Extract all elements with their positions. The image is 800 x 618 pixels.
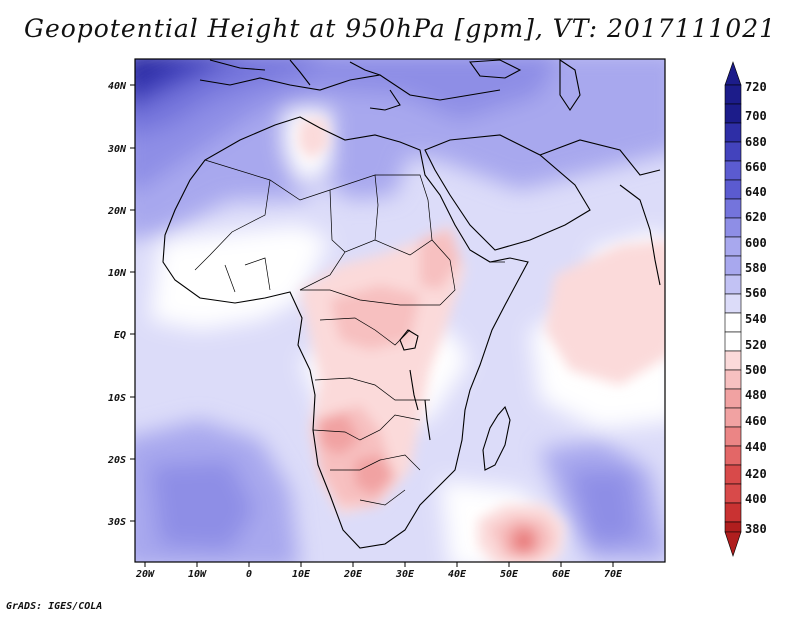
- legend-swatch: [724, 84, 742, 105]
- legend-label: 440: [745, 440, 767, 454]
- legend-swatch: [724, 350, 742, 371]
- lat-label: 40N: [108, 81, 127, 92]
- legend-label: 660: [745, 160, 767, 174]
- legend-bottom-arrow: [724, 531, 742, 557]
- lon-label: 50E: [500, 569, 519, 580]
- legend-label: 600: [745, 236, 767, 250]
- lon-label: 10W: [188, 569, 207, 580]
- lon-label: 20W: [135, 569, 155, 580]
- legend-label: 560: [745, 286, 767, 300]
- legend-swatch: [724, 293, 742, 314]
- legend-swatch: [724, 407, 742, 428]
- legend-swatch: [724, 483, 742, 504]
- legend-swatch: [724, 464, 742, 485]
- legend-label: 420: [745, 467, 767, 481]
- lon-label: 60E: [552, 569, 571, 580]
- color-legend: 720 700 680 660 640 620 600 580 560 540 …: [724, 61, 767, 557]
- lon-label: 0: [246, 569, 252, 580]
- lon-label: 30E: [395, 569, 415, 580]
- lat-label: 20N: [107, 206, 127, 217]
- lon-label: 10E: [292, 569, 311, 580]
- legend-swatch: [724, 274, 742, 295]
- legend-label: 480: [745, 388, 767, 402]
- legend-swatch: [724, 521, 742, 533]
- latitude-labels: 40N 30N 20N 10N EQ 10S 20S 30S: [107, 81, 127, 528]
- legend-swatch: [724, 198, 742, 219]
- lat-label: EQ: [114, 330, 126, 341]
- longitude-labels: 20W 10W 0 10E 20E 30E 40E 50E 60E 70E: [135, 569, 623, 580]
- lat-label: 10S: [108, 393, 126, 404]
- legend-label: 580: [745, 261, 767, 275]
- legend-swatch: [724, 255, 742, 276]
- lat-label: 30S: [107, 517, 126, 528]
- legend-label: 500: [745, 363, 767, 377]
- legend-swatch: [724, 179, 742, 200]
- lon-label: 20E: [343, 569, 363, 580]
- legend-swatch: [724, 369, 742, 390]
- legend-label: 620: [745, 210, 767, 224]
- legend-label: 640: [745, 185, 767, 199]
- legend-swatch: [724, 388, 742, 409]
- coastline-outline: [162, 59, 661, 549]
- legend-top-arrow: [724, 61, 742, 86]
- lon-label: 70E: [604, 569, 623, 580]
- legend-label: 540: [745, 312, 767, 326]
- legend-label: 460: [745, 414, 767, 428]
- legend-swatch: [724, 502, 742, 523]
- map-title: Geopotential Height at 950hPa [gpm], VT:…: [23, 14, 777, 43]
- lon-label: 40E: [448, 569, 467, 580]
- legend-label: 700: [745, 109, 767, 123]
- legend-label: 680: [745, 135, 767, 149]
- legend-label: 380: [745, 522, 767, 536]
- legend-swatch: [724, 426, 742, 447]
- map-frame: [134, 58, 666, 563]
- axis-ticks: [130, 84, 614, 567]
- lat-label: 20S: [107, 455, 126, 466]
- legend-swatch: [724, 103, 742, 124]
- legend-swatch: [724, 217, 742, 238]
- lat-label: 10N: [108, 268, 127, 279]
- legend-swatch: [724, 122, 742, 143]
- legend-swatch: [724, 312, 742, 333]
- legend-swatch: [724, 160, 742, 181]
- legend-swatch: [724, 331, 742, 352]
- legend-swatch: [724, 236, 742, 257]
- lat-label: 30N: [107, 144, 127, 155]
- geopotential-field: [135, 59, 665, 562]
- legend-label: 400: [745, 492, 767, 506]
- legend-swatch: [724, 141, 742, 162]
- grads-credit: GrADS: IGES/COLA: [6, 601, 103, 612]
- legend-label: 520: [745, 338, 767, 352]
- legend-label: 720: [745, 80, 767, 94]
- country-borders: [194, 159, 505, 506]
- legend-swatch: [724, 445, 742, 466]
